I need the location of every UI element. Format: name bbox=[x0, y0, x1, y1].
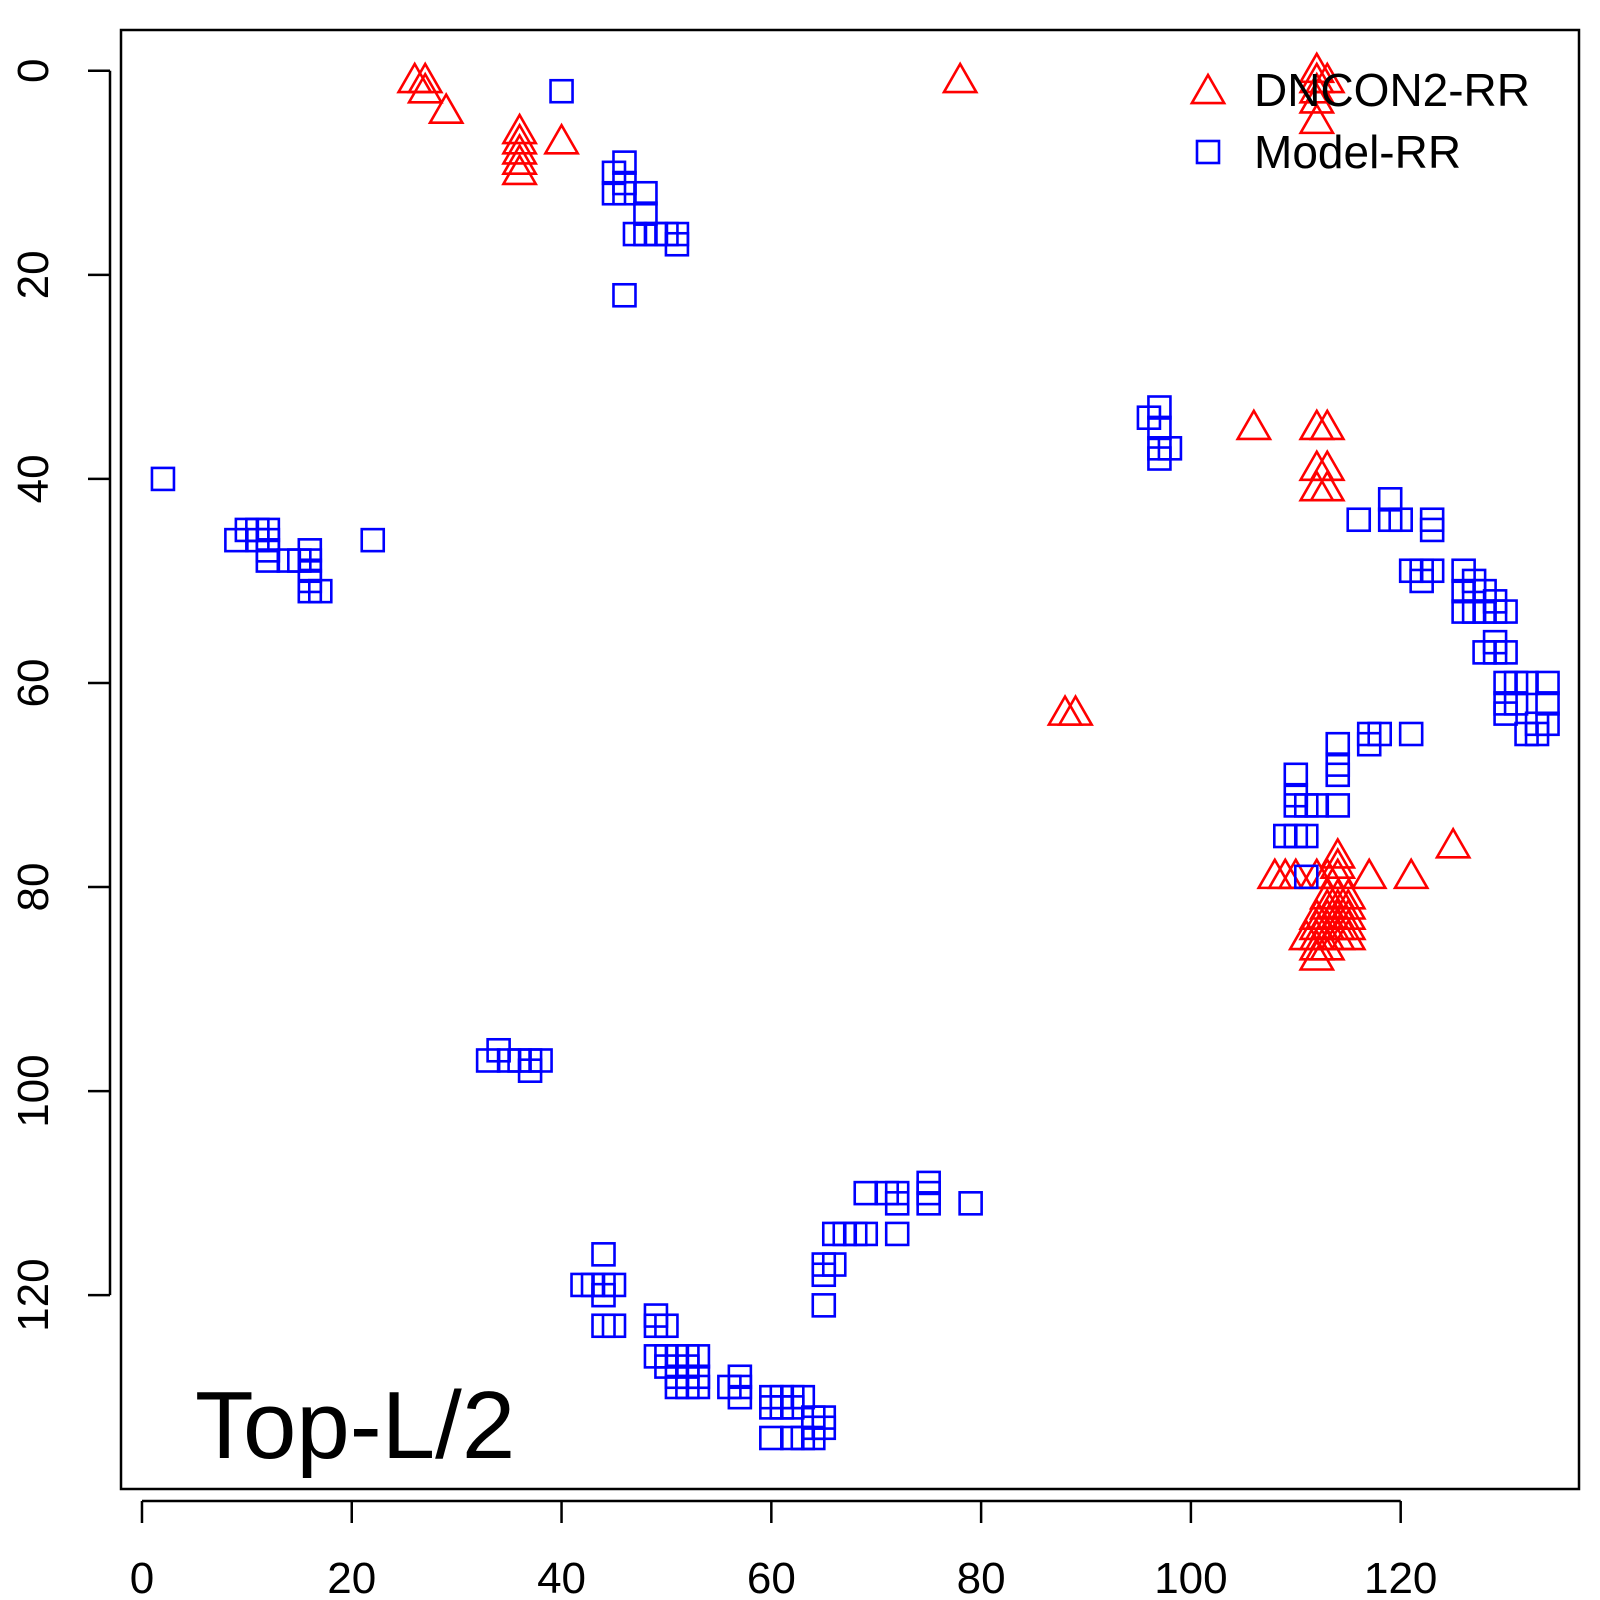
data-point-triangle bbox=[1434, 826, 1472, 859]
data-point-square bbox=[1388, 507, 1413, 533]
data-point-square bbox=[1325, 762, 1351, 788]
data-point-square bbox=[1367, 721, 1393, 747]
legend-label: DNCON2-RR bbox=[1254, 64, 1530, 116]
x-tick-label: 100 bbox=[1154, 1554, 1227, 1600]
data-point-square bbox=[821, 1252, 847, 1277]
data-point-square bbox=[475, 1048, 501, 1073]
data-point-square bbox=[150, 466, 176, 492]
data-point-triangle bbox=[501, 143, 538, 175]
data-point-triangle bbox=[543, 122, 580, 155]
data-point-square bbox=[853, 1221, 879, 1247]
data-point-square bbox=[958, 1191, 983, 1216]
data-point-square bbox=[612, 282, 637, 308]
data-point-square bbox=[601, 1313, 627, 1339]
data-point-triangle bbox=[941, 61, 979, 94]
y-tick-label: 100 bbox=[9, 1054, 58, 1127]
data-point-square bbox=[1419, 517, 1445, 543]
data-point-square bbox=[1346, 507, 1372, 533]
y-tick-label: 0 bbox=[9, 59, 58, 83]
data-point-square bbox=[601, 1272, 627, 1298]
data-point-square bbox=[1304, 793, 1330, 818]
data-point-triangle bbox=[1057, 693, 1094, 726]
data-point-triangle bbox=[501, 132, 538, 165]
legend-label: Model-RR bbox=[1254, 126, 1461, 178]
data-point-square bbox=[664, 231, 690, 257]
y-tick-label: 60 bbox=[9, 659, 58, 708]
data-point-square bbox=[591, 1242, 616, 1267]
data-point-square bbox=[1514, 721, 1539, 747]
data-point-square bbox=[307, 578, 333, 604]
data-point-square bbox=[1283, 762, 1309, 788]
data-point-square bbox=[884, 1221, 910, 1247]
x-tick-label: 0 bbox=[130, 1554, 154, 1600]
data-point-triangle bbox=[1308, 408, 1346, 441]
x-tick-label: 60 bbox=[747, 1554, 796, 1600]
data-point-square bbox=[633, 180, 658, 206]
data-point-square bbox=[1398, 721, 1424, 747]
plot-frame bbox=[119, 28, 1581, 1491]
chart-annotation: Top-L/2 bbox=[195, 1372, 515, 1479]
data-point-triangle bbox=[406, 61, 444, 94]
data-point-square bbox=[884, 1191, 910, 1216]
series-layer bbox=[150, 51, 1560, 1451]
data-point-square bbox=[1293, 864, 1319, 890]
data-point-square bbox=[1535, 670, 1560, 696]
data-point-square bbox=[800, 1425, 826, 1451]
data-point-square bbox=[1157, 436, 1183, 461]
data-point-triangle bbox=[1298, 102, 1336, 135]
data-point-triangle bbox=[1319, 836, 1357, 869]
legend: DNCON2-RR Model-RR bbox=[1189, 64, 1530, 178]
y-tick-label: 120 bbox=[9, 1258, 58, 1331]
data-point-square bbox=[916, 1191, 941, 1216]
legend-marker bbox=[1195, 139, 1221, 165]
data-point-square bbox=[1293, 823, 1319, 849]
x-tick-label: 120 bbox=[1364, 1554, 1437, 1600]
series-model-rr bbox=[150, 78, 1560, 1451]
data-point-square bbox=[1493, 599, 1518, 624]
data-point-square bbox=[1409, 568, 1434, 594]
data-point-triangle bbox=[1298, 81, 1336, 114]
data-point-square bbox=[654, 1313, 679, 1339]
data-point-square bbox=[612, 150, 637, 175]
data-point-triangle bbox=[1308, 469, 1346, 502]
legend-marker bbox=[1189, 72, 1227, 105]
data-point-triangle bbox=[1308, 449, 1346, 482]
data-point-triangle bbox=[1350, 857, 1388, 890]
data-point-triangle bbox=[1329, 918, 1367, 951]
data-point-square bbox=[1147, 395, 1172, 420]
data-point-square bbox=[360, 527, 386, 553]
data-point-triangle bbox=[1235, 408, 1273, 441]
x-tick-label: 20 bbox=[327, 1554, 376, 1600]
data-point-square bbox=[1325, 731, 1351, 757]
data-point-square bbox=[528, 1048, 553, 1073]
data-point-triangle bbox=[1392, 857, 1430, 890]
x-tick-label: 80 bbox=[957, 1554, 1006, 1600]
y-tick-label: 20 bbox=[9, 250, 58, 299]
data-point-square bbox=[727, 1384, 753, 1410]
data-point-triangle bbox=[427, 92, 465, 124]
x-tick-label: 40 bbox=[537, 1554, 586, 1600]
data-point-square bbox=[1493, 640, 1518, 665]
y-tick-label: 40 bbox=[9, 454, 58, 503]
data-point-square bbox=[549, 78, 574, 104]
data-point-triangle bbox=[1298, 938, 1336, 971]
data-point-triangle bbox=[501, 153, 538, 186]
data-point-square bbox=[664, 1374, 690, 1400]
data-point-triangle bbox=[406, 71, 444, 104]
y-axis: 0 20 40 60 80 100 120 bbox=[9, 59, 112, 1332]
data-point-square bbox=[811, 1293, 837, 1318]
x-axis: 0 20 40 60 80 100 120 bbox=[130, 1499, 1437, 1600]
y-tick-label: 80 bbox=[9, 863, 58, 912]
